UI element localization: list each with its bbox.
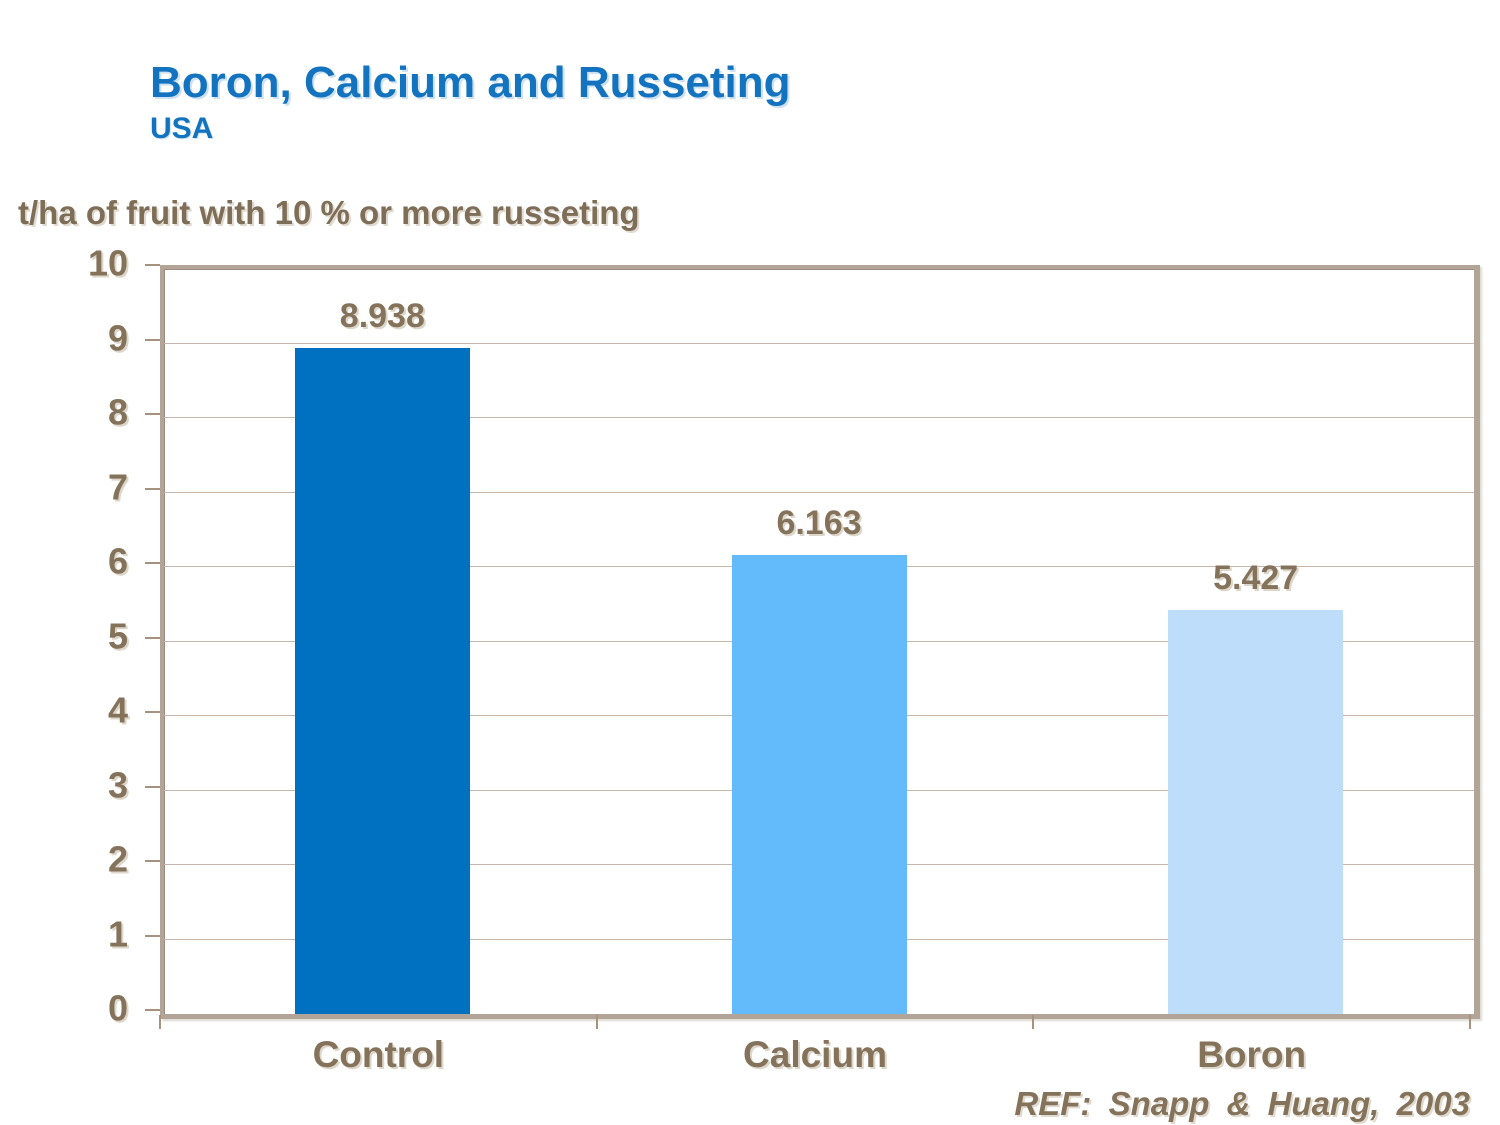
reference-text: REF: Snapp & Huang, 2003 bbox=[1014, 1085, 1470, 1122]
y-axis-tick bbox=[145, 711, 160, 713]
value-label-control: 8.938 bbox=[339, 297, 425, 336]
y-axis-tick bbox=[145, 264, 160, 266]
y-axis-tick bbox=[145, 562, 160, 564]
y-axis-tick-label-10: 10 bbox=[87, 242, 128, 284]
y-axis-title: t/ha of fruit with 10 % or more russetin… bbox=[18, 194, 640, 231]
y-axis-tick bbox=[145, 860, 160, 862]
category-label-control: Control bbox=[312, 1034, 445, 1075]
value-label-boron: 5.427 bbox=[1213, 558, 1299, 597]
y-axis-tick bbox=[145, 338, 160, 341]
y-axis-tick-label-9: 9 bbox=[107, 317, 128, 359]
y-axis-tick-label-7: 7 bbox=[107, 466, 128, 508]
y-axis-tick-label-6: 6 bbox=[107, 540, 128, 582]
y-axis-tick-label-2: 2 bbox=[107, 838, 128, 880]
y-axis-tick bbox=[145, 1009, 160, 1011]
x-axis-category-labels: Control Calcium Boron bbox=[160, 1030, 1470, 1080]
gridline-8 bbox=[164, 417, 1474, 418]
category-label-calcium: Calcium bbox=[743, 1034, 887, 1075]
y-axis-tick-label-0: 0 bbox=[107, 987, 128, 1029]
y-axis-tick-label-1: 1 bbox=[107, 913, 128, 955]
bar-calcium bbox=[731, 554, 907, 1014]
bar-control bbox=[294, 348, 470, 1014]
y-axis-tick bbox=[145, 785, 160, 788]
plot-area: 8.938 6.163 5.427 bbox=[160, 265, 1480, 1019]
y-axis-labels: 0 1 2 3 4 5 6 7 8 9 10 bbox=[0, 245, 128, 1026]
page-subtitle: USA bbox=[150, 112, 214, 145]
y-axis-tick-label-8: 8 bbox=[107, 391, 128, 433]
value-label-calcium: 6.163 bbox=[776, 503, 862, 542]
gridline-7 bbox=[164, 491, 1474, 493]
x-axis-tick bbox=[1469, 1015, 1471, 1029]
y-axis-tick bbox=[145, 934, 160, 937]
y-axis-tick-label-5: 5 bbox=[107, 615, 128, 657]
category-label-boron: Boron bbox=[1197, 1034, 1307, 1075]
x-axis-tick bbox=[1032, 1015, 1035, 1029]
gridline-9 bbox=[164, 342, 1474, 344]
x-axis-tick bbox=[595, 1015, 598, 1029]
y-axis-tick-label-3: 3 bbox=[107, 764, 128, 806]
x-axis-tick bbox=[159, 1015, 161, 1029]
page-title: Boron, Calcium and Russeting bbox=[150, 58, 791, 107]
y-axis-tick-label-4: 4 bbox=[107, 689, 128, 731]
bar-boron bbox=[1168, 609, 1344, 1014]
y-axis-tick bbox=[145, 487, 160, 490]
y-axis-tick bbox=[145, 413, 160, 415]
y-axis-tick bbox=[145, 636, 160, 639]
